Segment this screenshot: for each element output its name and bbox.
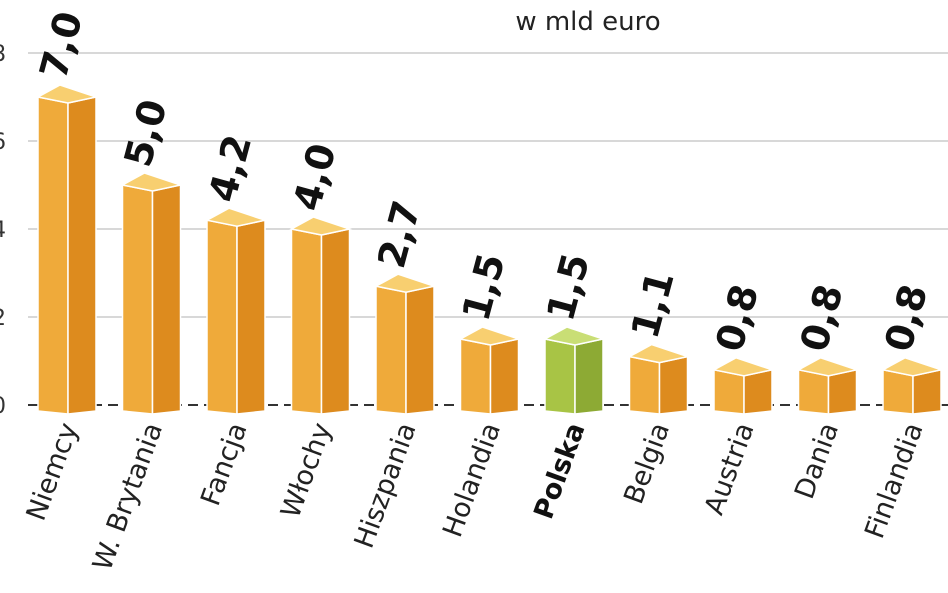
- category-labels: Niemcy W. Brytania Fancja Włochy Hiszpania Ho…: [21, 419, 930, 575]
- value-label: 1,5: [538, 249, 598, 325]
- bar: [711, 356, 775, 415]
- bars: [35, 84, 944, 415]
- bar: [289, 216, 353, 415]
- bar-front: [797, 368, 830, 415]
- bar: [35, 84, 99, 415]
- bar-front: [713, 368, 745, 415]
- bar-side: [574, 338, 604, 415]
- value-label: 2,7: [369, 196, 429, 272]
- bar-front: [37, 96, 69, 415]
- chart-subtitle: w mld euro: [515, 7, 660, 37]
- category-label: Polska: [528, 419, 591, 523]
- bar-side: [912, 368, 942, 415]
- bar: [204, 207, 268, 415]
- bar-side: [405, 285, 435, 415]
- category-label: Hiszpania: [349, 419, 423, 553]
- bar-side: [827, 368, 858, 415]
- bar-side: [658, 355, 689, 415]
- value-label: 7,0: [31, 7, 91, 83]
- category-label: Finlandia: [859, 419, 929, 543]
- bar: [120, 172, 184, 415]
- bar: [627, 343, 691, 415]
- bar-side: [67, 96, 97, 415]
- category-label: Austria: [699, 419, 761, 519]
- bar-front: [375, 285, 407, 415]
- bar-side: [320, 228, 351, 415]
- value-label: 0,8: [792, 280, 852, 356]
- bar-top: [880, 356, 944, 377]
- y-tick-label: 6: [0, 130, 6, 155]
- y-tick-label: 0: [0, 394, 6, 419]
- y-tick-label: 4: [0, 218, 6, 243]
- bar-top: [796, 356, 860, 377]
- bar-top: [204, 207, 268, 227]
- bar-top: [120, 172, 184, 192]
- bar-top: [35, 84, 99, 104]
- bar-top: [711, 356, 775, 377]
- category-label: Niemcy: [21, 419, 85, 525]
- bar-top: [627, 343, 691, 364]
- y-tick-label: 2: [0, 306, 6, 331]
- value-label: 1,5: [454, 249, 514, 325]
- bar-side: [236, 219, 266, 415]
- category-label: Dania: [789, 419, 845, 503]
- bar: [373, 273, 437, 415]
- bar-front: [628, 355, 661, 415]
- value-label: 1,1: [623, 267, 683, 343]
- bar-front: [121, 184, 154, 415]
- y-tick-label: 8: [0, 42, 6, 67]
- category-label: Holandia: [437, 419, 507, 542]
- bar-side: [743, 368, 773, 415]
- value-label: 5,0: [116, 95, 176, 171]
- value-label: 0,8: [876, 280, 936, 356]
- bar-front: [290, 228, 323, 415]
- value-label: 0,8: [707, 280, 767, 356]
- bar-top: [458, 326, 522, 346]
- category-label: Belgia: [618, 419, 676, 508]
- bar: [796, 356, 860, 415]
- bar: [880, 356, 944, 415]
- category-label: Włochy: [275, 419, 338, 522]
- bar-front: [544, 338, 576, 415]
- category-label: W. Brytania: [87, 419, 169, 575]
- gridlines: [28, 52, 948, 406]
- bar: [458, 326, 522, 415]
- bar-top: [373, 273, 437, 293]
- bar-front: [459, 338, 492, 415]
- bar-top: [542, 326, 606, 346]
- y-axis-ticks: 0 2 4 6 8: [0, 42, 6, 419]
- bar-front: [882, 368, 914, 415]
- bar-side: [151, 184, 182, 415]
- bar-side: [489, 338, 520, 415]
- value-label: 4,0: [285, 139, 345, 215]
- category-label: Fancja: [195, 419, 253, 510]
- bar-top: [289, 216, 353, 236]
- bar: [542, 326, 606, 415]
- bar-front: [206, 219, 238, 415]
